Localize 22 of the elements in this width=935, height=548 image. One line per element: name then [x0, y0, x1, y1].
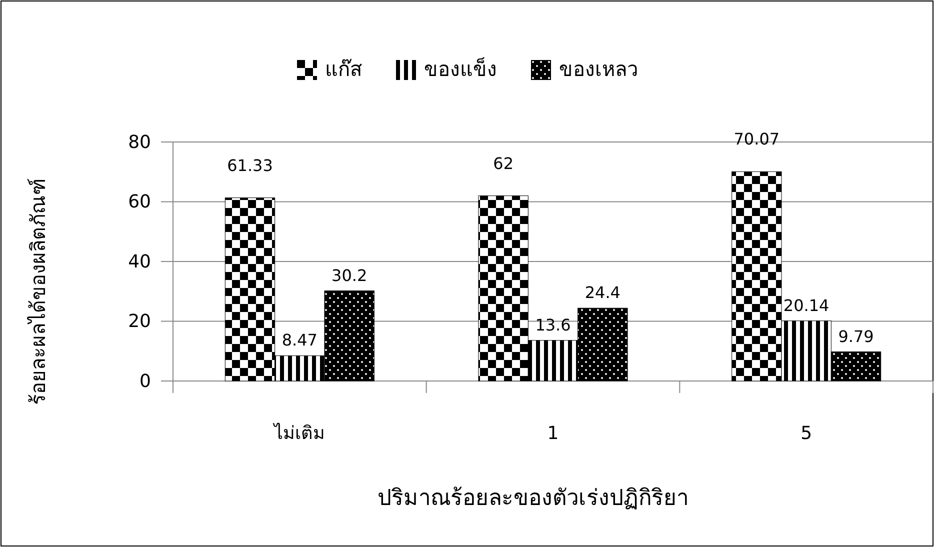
- legend-label: ของเหลว: [559, 57, 638, 81]
- data-label: 9.79: [838, 326, 874, 346]
- data-label: 62: [493, 154, 514, 173]
- y-tick-label: 60: [128, 192, 151, 213]
- legend-label: ของแข็ง: [424, 56, 497, 81]
- data-label: 24.4: [584, 283, 620, 302]
- data-label: 8.47: [282, 330, 318, 350]
- y-tick-label: 80: [128, 132, 151, 153]
- data-label: 30.2: [332, 266, 368, 285]
- y-axis-title: ร้อยละผลได้ของผลิตภัณฑ์: [26, 178, 50, 405]
- legend-label: แก๊ส: [325, 57, 362, 81]
- y-tick-label: 40: [128, 251, 151, 272]
- y-tick-label: 20: [128, 311, 151, 332]
- x-tick-label: ไม่เติม: [272, 422, 326, 444]
- data-label: 70.07: [734, 130, 780, 149]
- x-tick-label: 1: [547, 423, 559, 444]
- y-tick-label: 0: [140, 370, 151, 392]
- x-axis-title: ปริมาณร้อยละของตัวเร่งปฏิกิริยา: [378, 486, 688, 511]
- data-label: 13.6: [535, 315, 571, 334]
- x-tick-label: 5: [800, 423, 812, 444]
- data-label: 20.14: [783, 296, 830, 315]
- data-label: 61.33: [227, 156, 273, 175]
